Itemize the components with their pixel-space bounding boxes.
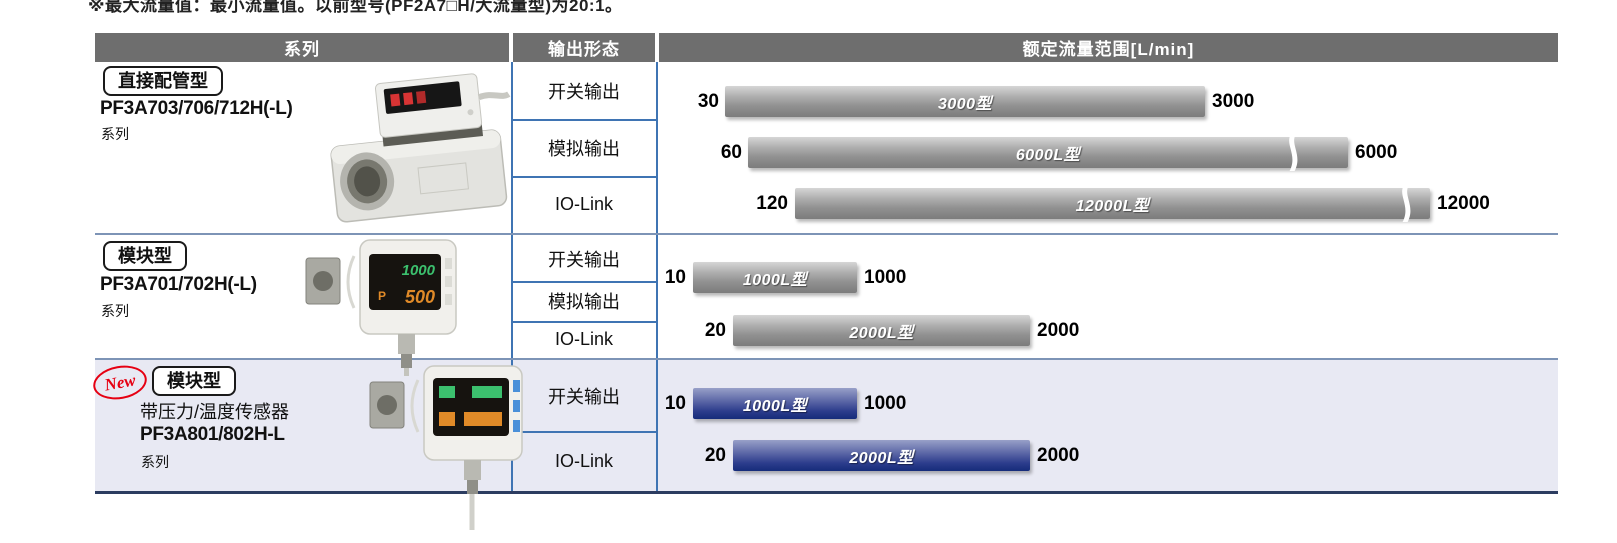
series-suffix: 系列 bbox=[101, 303, 129, 319]
bar-model-label: 1000L型 bbox=[742, 271, 808, 289]
output-type-cell: 开关输出 bbox=[548, 81, 620, 102]
bar-min-value: 10 bbox=[664, 267, 686, 288]
highlight-row-background bbox=[95, 360, 1558, 491]
column-header-series: 系列 bbox=[95, 33, 509, 62]
column-divider bbox=[511, 62, 513, 491]
column-header-flow-range: 额定流量范围[L/min] bbox=[659, 33, 1558, 62]
display-top-value: 1000 bbox=[402, 262, 436, 279]
row-divider bbox=[95, 358, 1558, 360]
bar-min-value: 20 bbox=[704, 445, 726, 466]
column-divider bbox=[656, 62, 658, 491]
bar-max-value: 12000 bbox=[1437, 193, 1490, 214]
bar-min-value: 60 bbox=[720, 142, 742, 163]
flow-range-bar-2000L: 2000L型 bbox=[733, 315, 1030, 346]
series-suffix: 系列 bbox=[101, 126, 129, 142]
output-type-cell: 开关输出 bbox=[548, 386, 620, 407]
series-suffix: 系列 bbox=[141, 454, 169, 470]
type-label-modular: 模块型 bbox=[152, 366, 236, 396]
inline-flow-sensor-photo bbox=[330, 73, 511, 223]
bar-max-value: 6000 bbox=[1355, 142, 1398, 163]
model-name: PF3A703/706/712H(-L) bbox=[100, 98, 293, 119]
output-type-cell: IO-Link bbox=[554, 329, 614, 349]
output-type-cell: IO-Link bbox=[554, 194, 614, 214]
output-type-cell: IO-Link bbox=[554, 450, 614, 471]
flow-range-bar-1000L: 1000L型 bbox=[693, 262, 857, 293]
bar-max-value: 1000 bbox=[864, 267, 907, 288]
bar-max-value: 3000 bbox=[1212, 91, 1255, 112]
footnote: ※最大流量值：最小流量值。以前型号(PF2A7□H/大流量型)为20:1。 bbox=[88, 0, 623, 15]
output-type-cell: 开关输出 bbox=[548, 249, 620, 270]
bar-min-value: 30 bbox=[697, 91, 719, 112]
output-type-cell: 模拟输出 bbox=[548, 292, 620, 312]
flow-range-bar-1000L-new: 1000L型 bbox=[693, 388, 857, 419]
modular-flow-sensor-photo: 1000 P 500 bbox=[305, 239, 457, 376]
output-row-divider bbox=[511, 119, 658, 121]
output-row-divider bbox=[511, 431, 658, 433]
model-name: PF3A801/802H-L bbox=[140, 424, 285, 445]
bar-model-label: 2000L型 bbox=[849, 449, 914, 467]
model-name: PF3A701/702H(-L) bbox=[100, 274, 257, 295]
display-mode: P bbox=[378, 289, 386, 303]
sensor-subtitle: 带压力/温度传感器 bbox=[140, 402, 290, 422]
flow-range-bar-3000: 3000型 bbox=[725, 86, 1205, 117]
output-row-divider bbox=[511, 176, 658, 178]
display-bottom-value: 500 bbox=[405, 287, 435, 307]
bar-max-value: 2000 bbox=[1037, 445, 1080, 466]
bar-model-label: 12000L型 bbox=[1075, 197, 1150, 215]
flow-range-bar-6000L: 6000L型 bbox=[748, 134, 1348, 171]
bar-model-label: 1000L型 bbox=[742, 397, 808, 415]
bar-model-label: 2000L型 bbox=[849, 324, 914, 342]
bar-model-label: 3000型 bbox=[937, 95, 993, 113]
column-header-output: 输出形态 bbox=[513, 33, 655, 62]
flow-range-bar-2000L-new: 2000L型 bbox=[733, 440, 1030, 471]
bar-min-value: 120 bbox=[756, 193, 788, 214]
modular-sensor-with-pressure-temp-photo bbox=[369, 365, 523, 530]
axis-break-icon bbox=[1289, 134, 1298, 171]
flow-range-bar-12000L: 12000L型 bbox=[795, 185, 1430, 222]
bar-max-value: 2000 bbox=[1037, 320, 1080, 341]
table-bottom-border bbox=[95, 491, 1558, 494]
bar-max-value: 1000 bbox=[864, 393, 907, 414]
output-row-divider bbox=[511, 281, 658, 283]
output-row-divider bbox=[511, 321, 658, 323]
bar-min-value: 20 bbox=[704, 320, 726, 341]
bar-model-label: 6000L型 bbox=[1015, 146, 1081, 164]
bar-min-value: 10 bbox=[664, 393, 686, 414]
output-type-cell: 模拟输出 bbox=[548, 138, 620, 159]
type-label-modular: 模块型 bbox=[103, 241, 187, 271]
type-label-direct-piping: 直接配管型 bbox=[103, 66, 223, 96]
axis-break-icon bbox=[1402, 185, 1411, 222]
row-divider bbox=[95, 233, 1558, 235]
